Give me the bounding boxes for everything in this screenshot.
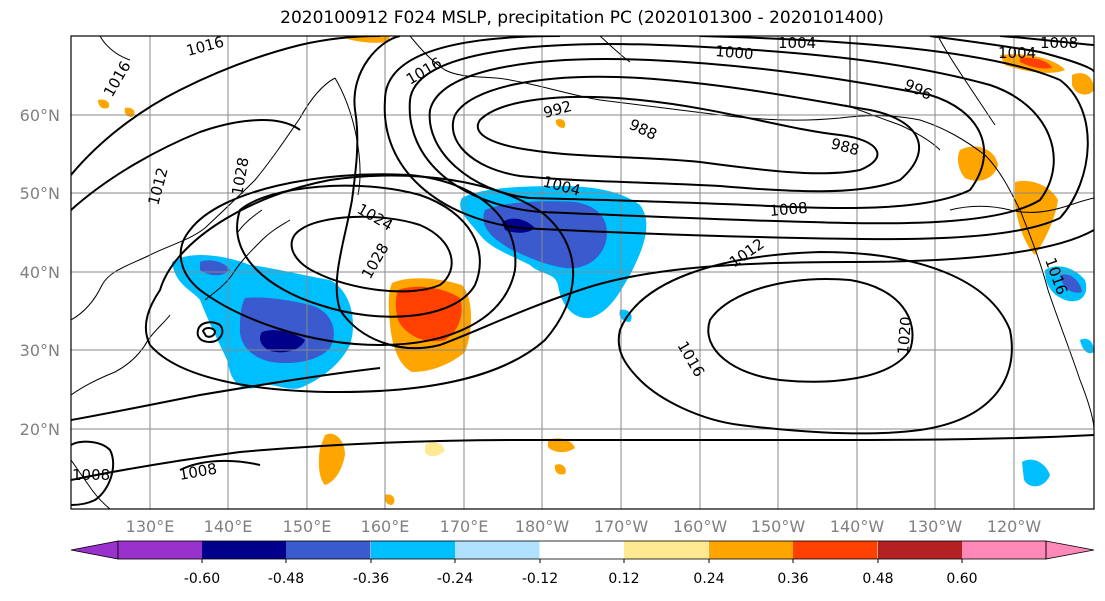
contour-label: 1016 bbox=[184, 33, 226, 60]
colorbar-tick-label: -0.12 bbox=[522, 571, 558, 587]
colorbar-swatch bbox=[793, 541, 878, 559]
colorbar-swatch bbox=[709, 541, 794, 559]
lat-label-20n: 20°N bbox=[20, 420, 60, 439]
colorbar-swatch bbox=[118, 541, 203, 559]
lat-label-40n: 40°N bbox=[20, 263, 60, 282]
lon-label-160e: 160°E bbox=[361, 517, 410, 536]
colorbar-frame bbox=[117, 540, 1047, 560]
colorbar-tick-label: -0.36 bbox=[353, 571, 389, 587]
map-frame bbox=[70, 35, 1095, 510]
coastlines bbox=[71, 36, 1094, 509]
colorbar-tick-label: -0.24 bbox=[437, 571, 473, 587]
colorbar-tick-label: 0.60 bbox=[946, 571, 977, 587]
colorbar-tick-label: -0.48 bbox=[268, 571, 304, 587]
contour-label: 988 bbox=[626, 115, 660, 143]
colorbar-swatch bbox=[455, 541, 540, 559]
contour-label: 1020 bbox=[894, 316, 915, 356]
contour-label: 1012 bbox=[726, 235, 768, 272]
contour-label: 1000 bbox=[715, 42, 755, 63]
contour-label: 1016 bbox=[403, 54, 445, 89]
longitude-labels: 130°E 140°E 150°E 160°E 170°E 180°W 170°… bbox=[126, 517, 1042, 536]
colorbar-extend-low bbox=[70, 540, 119, 560]
colorbar: -0.60 -0.48 -0.36 -0.24 -0.12 0.12 0.24 … bbox=[70, 540, 1095, 587]
colorbar-swatch bbox=[878, 541, 963, 559]
contour-label: 1008 bbox=[1040, 34, 1078, 52]
contour-label: 1016 bbox=[100, 58, 135, 100]
colorbar-swatch bbox=[540, 541, 625, 559]
contour-label: 1008 bbox=[178, 460, 219, 484]
mslp-contours bbox=[71, 36, 1094, 506]
lon-label-150e: 150°E bbox=[283, 517, 332, 536]
lat-label-30n: 30°N bbox=[20, 341, 60, 360]
lon-label-130e: 130°E bbox=[126, 517, 175, 536]
colorbar-tick-label: 0.36 bbox=[777, 571, 808, 587]
colorbar-extend-high bbox=[1045, 540, 1095, 560]
colorbar-swatch bbox=[371, 541, 456, 559]
lat-label-60n: 60°N bbox=[20, 106, 60, 125]
lon-label-170w: 170°W bbox=[594, 517, 649, 536]
colorbar-ticks bbox=[201, 559, 963, 563]
colorbar-tick-label: 0.48 bbox=[862, 571, 893, 587]
contour-label: 996 bbox=[901, 75, 935, 103]
colorbar-tick-label: -0.60 bbox=[184, 571, 220, 587]
contour-label: 1004 bbox=[778, 34, 816, 52]
lon-label-170e: 170°E bbox=[440, 517, 489, 536]
lon-label-150w: 150°W bbox=[751, 517, 806, 536]
colorbar-swatch bbox=[202, 541, 287, 559]
colorbar-swatch bbox=[624, 541, 709, 559]
lon-label-140e: 140°E bbox=[204, 517, 253, 536]
grid-lines bbox=[71, 36, 1094, 509]
contour-label: 1004 bbox=[998, 44, 1036, 62]
colorbar-swatch bbox=[286, 541, 371, 559]
contour-label: 1012 bbox=[144, 165, 171, 207]
colorbar-swatch bbox=[962, 541, 1047, 559]
map-title: 2020100912 F024 MSLP, precipitation PC (… bbox=[280, 8, 884, 28]
lon-label-140w: 140°W bbox=[830, 517, 885, 536]
contour-label: 1028 bbox=[358, 240, 393, 282]
lat-label-50n: 50°N bbox=[20, 184, 60, 203]
contour-label: 992 bbox=[541, 97, 573, 122]
contour-label: 1024 bbox=[354, 200, 396, 235]
colorbar-tick-label: 0.12 bbox=[608, 571, 639, 587]
lon-label-130w: 130°W bbox=[908, 517, 963, 536]
precipitation-shading bbox=[98, 36, 1094, 505]
colorbar-tick-label: 0.24 bbox=[693, 571, 724, 587]
map-area: 1016 1016 1016 1012 1028 1024 1028 992 9… bbox=[71, 33, 1094, 509]
contour-label: 1028 bbox=[228, 156, 252, 197]
lon-label-120w: 120°W bbox=[987, 517, 1042, 536]
contour-label: 1008 bbox=[72, 466, 110, 484]
lon-label-160w: 160°W bbox=[673, 517, 728, 536]
lon-label-180w: 180°W bbox=[515, 517, 570, 536]
contour-label: 1008 bbox=[769, 199, 809, 220]
contour-label: 1016 bbox=[674, 338, 709, 380]
colorbar-tick-labels: -0.60 -0.48 -0.36 -0.24 -0.12 0.12 0.24 … bbox=[184, 571, 978, 587]
latitude-labels: 60°N 50°N 40°N 30°N 20°N bbox=[20, 106, 60, 439]
